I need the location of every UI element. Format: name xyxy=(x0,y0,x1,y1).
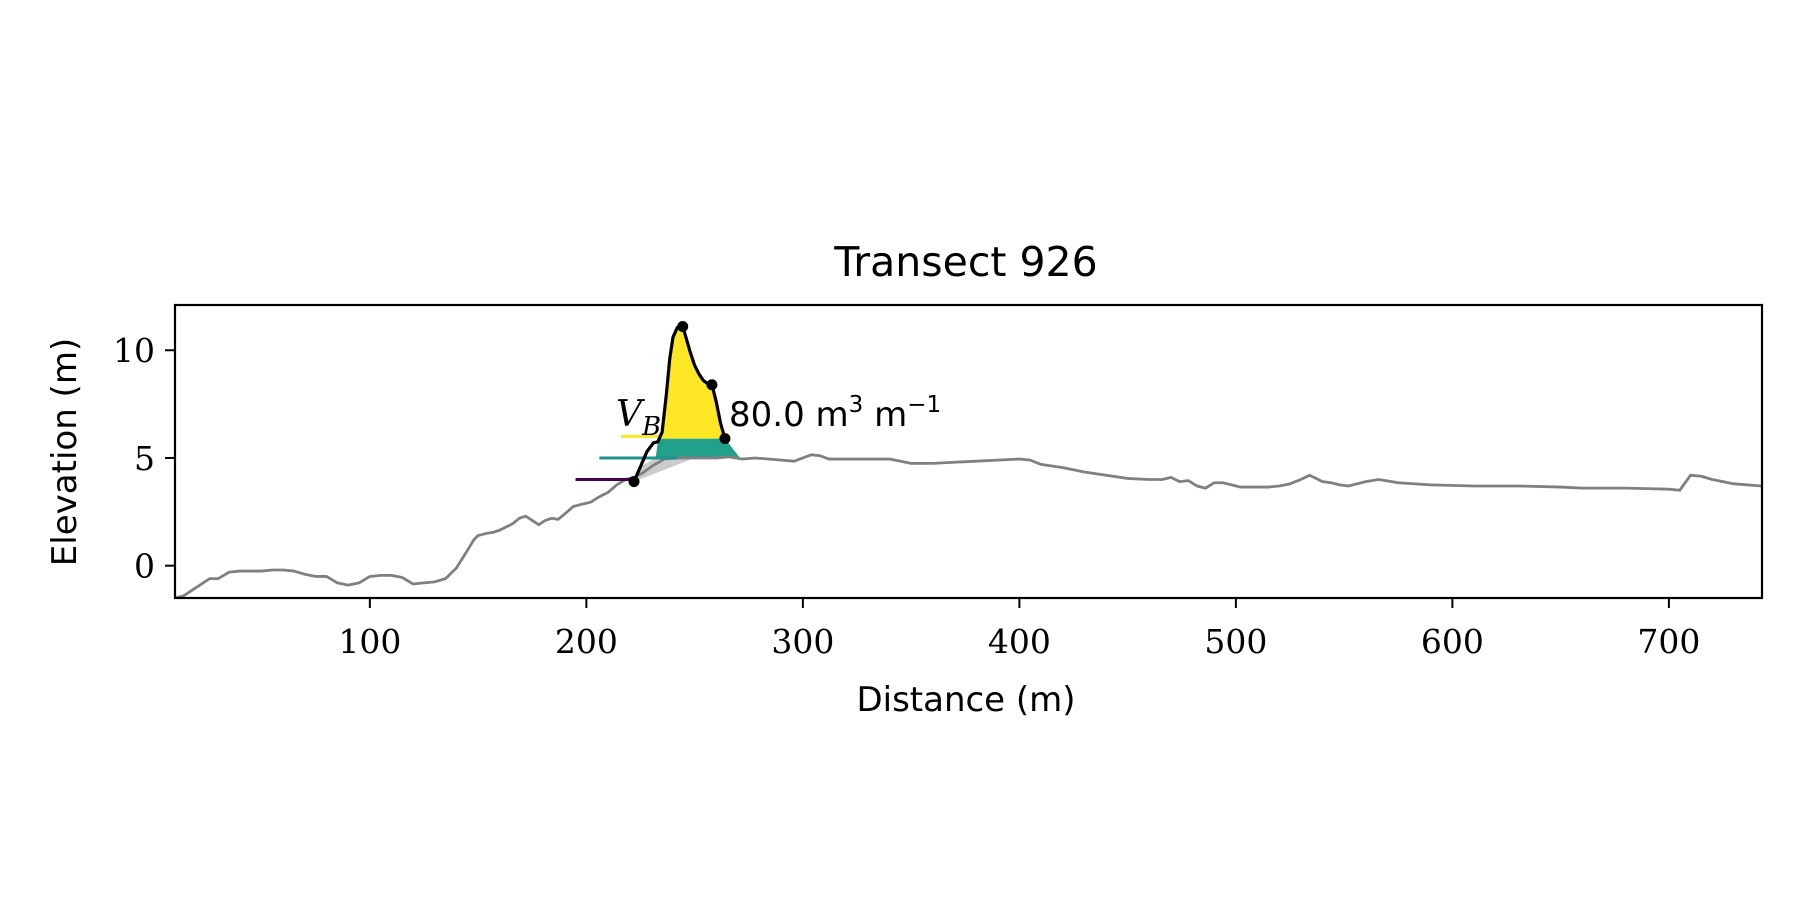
unit-tail: m xyxy=(863,395,907,435)
volume-symbol-subscript: B xyxy=(641,412,661,442)
points-layer xyxy=(628,321,731,488)
volume-symbol: VB xyxy=(616,394,661,442)
key-point-4 xyxy=(719,433,731,445)
x-tick-label-200: 200 xyxy=(555,622,618,661)
chart-title: Transect 926 xyxy=(833,238,1097,286)
fill-dune-volume xyxy=(659,326,725,439)
volume-annotation: VB 80.0 m3 m−1 xyxy=(616,392,941,442)
fill-base-to-crest xyxy=(655,438,741,458)
key-point-1 xyxy=(628,476,640,488)
x-tick-label-500: 500 xyxy=(1204,622,1267,661)
x-tick-label-600: 600 xyxy=(1421,622,1484,661)
x-tick-label-700: 700 xyxy=(1637,622,1700,661)
profile-line xyxy=(175,453,1762,598)
y-tick-label-0: 0 xyxy=(134,547,155,586)
x-axis-label: Distance (m) xyxy=(856,680,1075,720)
volume-value: 80.0 m3 m−1 xyxy=(729,392,941,435)
y-axis-label: Elevation (m) xyxy=(45,338,85,566)
plot-frame xyxy=(173,303,1764,600)
y-tick-label-5: 5 xyxy=(134,439,155,478)
key-point-2 xyxy=(677,321,689,333)
fills-layer xyxy=(633,326,741,482)
lines-layer xyxy=(175,324,1762,598)
x-tick-label-400: 400 xyxy=(988,622,1051,661)
fill-below-base xyxy=(633,457,695,482)
x-tick-label-100: 100 xyxy=(338,622,401,661)
ticks-layer: 100 200 300 400 500 600 700 0 5 10 xyxy=(113,331,1700,661)
unit-exponent: 3 xyxy=(849,392,864,418)
unit-tail-exponent: −1 xyxy=(907,392,941,418)
key-point-3 xyxy=(706,379,718,391)
x-tick-label-300: 300 xyxy=(771,622,834,661)
y-tick-label-10: 10 xyxy=(113,331,155,370)
